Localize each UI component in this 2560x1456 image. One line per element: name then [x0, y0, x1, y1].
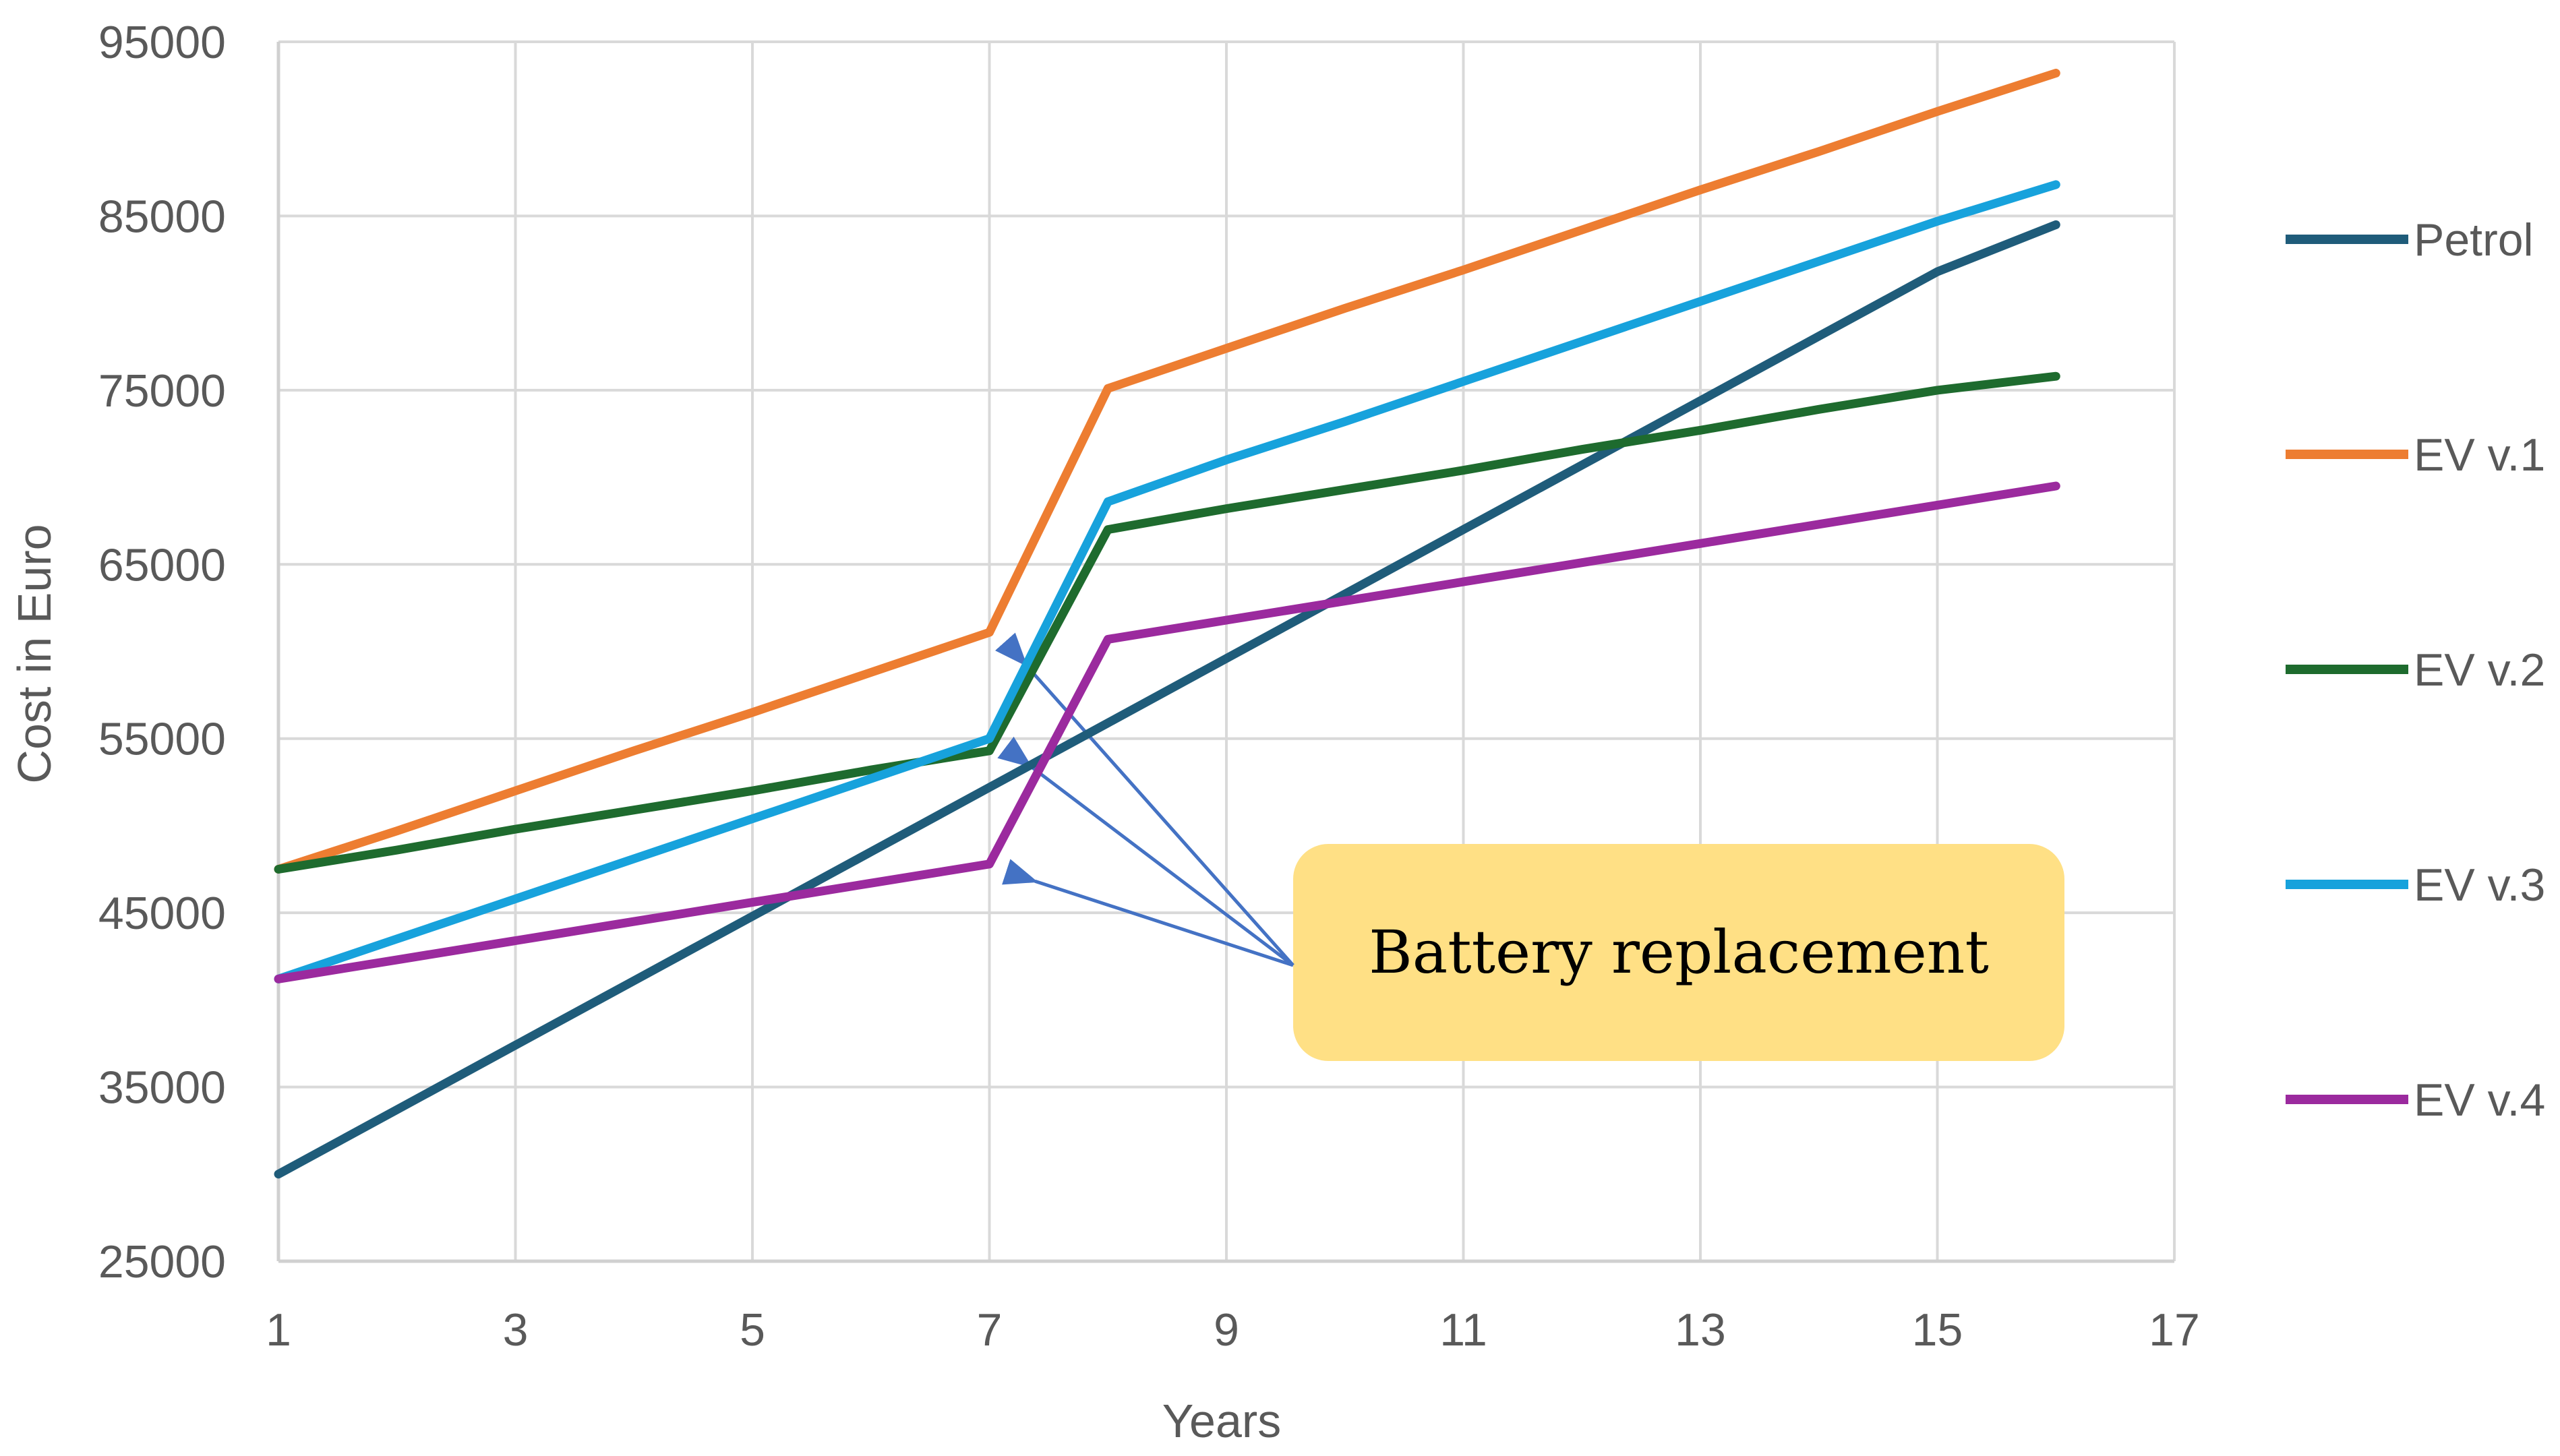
legend: Petrol EV v.1 EV v.2 EV v.3 EV v.4: [2286, 214, 2545, 1126]
y-axis-title: Cost in Euro: [8, 524, 61, 783]
x-tick-label: 9: [1214, 1304, 1239, 1356]
x-axis-title: Years: [1162, 1395, 1281, 1447]
legend-label: EV v.2: [2414, 644, 2545, 696]
x-tick-label: 11: [1439, 1304, 1487, 1356]
x-tick-label: 17: [2149, 1304, 2200, 1356]
legend-label: EV v.3: [2414, 859, 2545, 911]
battery-replacement-callout: Battery replacement: [994, 632, 2064, 1061]
x-tick-label: 1: [266, 1304, 291, 1356]
series-line-ev-v-3: [274, 180, 2060, 983]
y-tick-label: 65000: [98, 539, 226, 590]
legend-label: EV v.4: [2414, 1074, 2545, 1126]
series-lines: [274, 69, 2060, 1179]
callout-arrow: [997, 736, 1294, 967]
callout-arrow: [1002, 859, 1294, 967]
grid-lines: [278, 40, 2176, 1261]
y-tick-label: 35000: [98, 1062, 226, 1114]
y-tick-label: 95000: [98, 17, 226, 68]
x-tick-label: 15: [1912, 1304, 1963, 1356]
y-tick-label: 75000: [98, 365, 226, 417]
x-tick-label: 5: [740, 1304, 765, 1356]
callout-text: Battery replacement: [1369, 917, 1989, 987]
axes: [276, 42, 2174, 1263]
legend-label: Petrol: [2414, 214, 2534, 266]
series-line-ev-v-1: [274, 69, 2060, 874]
callout-box: [1293, 844, 2064, 1061]
y-tick-label: 85000: [98, 191, 226, 242]
series-line-petrol: [274, 220, 2060, 1179]
y-axis-ticks: 25000 35000 45000 55000 65000 75000 85000 95000: [98, 17, 226, 1287]
y-tick-label: 25000: [98, 1236, 226, 1287]
legend-label: EV v.1: [2414, 429, 2545, 481]
x-tick-label: 7: [977, 1304, 1003, 1356]
x-axis-ticks: 1 3 5 7 9 11 13 15 17: [266, 1304, 2200, 1356]
series-line-ev-v-2: [274, 371, 2060, 874]
y-tick-label: 55000: [98, 714, 226, 765]
x-tick-label: 13: [1675, 1304, 1726, 1356]
y-tick-label: 45000: [98, 888, 226, 939]
series-line-ev-v-4: [274, 481, 2060, 983]
x-tick-label: 3: [503, 1304, 529, 1356]
